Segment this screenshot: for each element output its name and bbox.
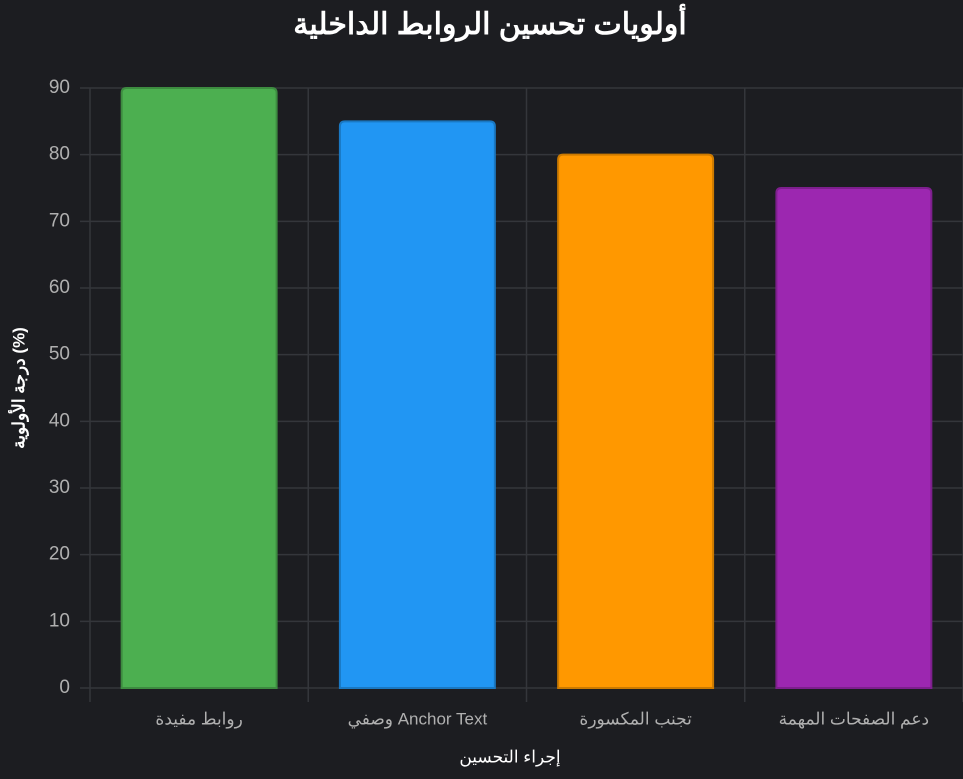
bar — [775, 187, 933, 689]
y-tick-label: 80 — [49, 144, 70, 165]
x-tick-label: وصفي Anchor Text — [348, 709, 488, 729]
chart-title: أولويات تحسين الروابط الداخلية — [293, 3, 686, 42]
y-tick-label: 50 — [49, 344, 70, 365]
bar — [120, 87, 278, 689]
y-tick-label: 60 — [49, 277, 70, 298]
bar — [338, 120, 496, 689]
y-tick-label: 40 — [49, 410, 70, 431]
y-tick-label: 10 — [49, 610, 70, 631]
bar — [557, 153, 715, 689]
x-axis-label: إجراء التحسين — [459, 747, 560, 767]
y-tick-label: 20 — [49, 544, 70, 565]
y-tick-label: 0 — [59, 677, 70, 698]
x-tick-label: دعم الصفحات المهمة — [779, 709, 929, 729]
y-tick-label: 30 — [49, 477, 70, 498]
x-tick-label: تجنب المكسورة — [579, 709, 692, 729]
y-tick-label: 70 — [49, 210, 70, 231]
y-tick-label: 90 — [49, 77, 70, 98]
y-axis-label: درجة الأولوية (%) — [7, 327, 29, 449]
x-tick-label: روابط مفيدة — [155, 709, 242, 729]
